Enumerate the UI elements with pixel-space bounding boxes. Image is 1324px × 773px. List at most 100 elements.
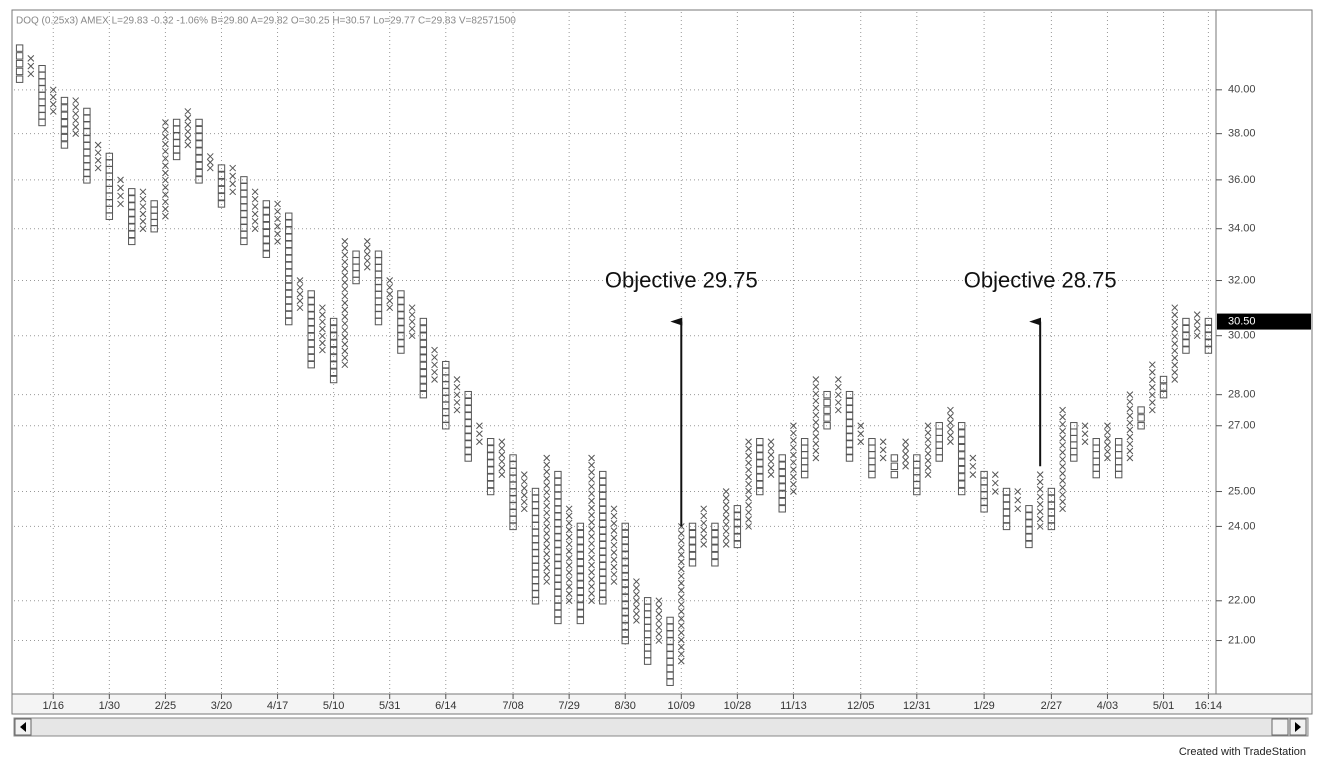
x-box xyxy=(319,318,326,326)
x-box xyxy=(408,318,416,326)
x-box xyxy=(476,438,483,446)
scroll-thumb[interactable] xyxy=(1271,718,1289,736)
x-box xyxy=(1104,454,1111,462)
x-tick-label: 7/29 xyxy=(558,700,579,712)
o-box xyxy=(307,332,315,341)
x-box xyxy=(565,554,573,562)
x-box xyxy=(341,258,349,266)
x-box xyxy=(790,473,797,481)
x-box xyxy=(543,523,551,531)
x-column xyxy=(1059,406,1066,513)
o-box xyxy=(419,317,428,326)
x-box xyxy=(341,251,349,259)
o-box xyxy=(823,390,831,399)
o-box xyxy=(666,616,674,625)
x-box xyxy=(947,406,954,414)
x-column xyxy=(812,376,820,462)
x-box xyxy=(700,526,708,534)
x-box xyxy=(543,509,551,517)
x-box xyxy=(341,327,349,334)
x-box xyxy=(588,526,595,533)
x-tick-label: 16:14 xyxy=(1195,700,1223,712)
scrollbar[interactable] xyxy=(13,717,1309,737)
x-box xyxy=(745,459,752,467)
x-box xyxy=(520,498,528,506)
o-box xyxy=(845,398,854,406)
o-box xyxy=(778,490,786,498)
o-box xyxy=(486,459,495,467)
o-box xyxy=(957,429,966,437)
x-box xyxy=(677,636,685,644)
o-box xyxy=(464,426,472,434)
x-box xyxy=(1148,406,1156,414)
o-column xyxy=(599,470,607,605)
o-box xyxy=(845,412,854,420)
o-box xyxy=(397,346,405,354)
x-box xyxy=(767,471,775,478)
x-box xyxy=(1081,422,1089,430)
o-box xyxy=(845,440,854,448)
x-column xyxy=(857,422,865,446)
x-box xyxy=(924,429,932,437)
o-box xyxy=(576,522,585,531)
o-box xyxy=(554,595,562,604)
o-box xyxy=(1159,390,1168,399)
x-box xyxy=(677,622,685,630)
x-box xyxy=(790,451,797,459)
x-box xyxy=(1059,456,1066,463)
o-box xyxy=(845,419,854,427)
x-box xyxy=(722,494,730,502)
x-box xyxy=(251,188,259,196)
x-column xyxy=(1126,391,1134,462)
o-box xyxy=(217,164,226,172)
o-box xyxy=(1002,487,1011,496)
o-column xyxy=(217,164,226,208)
x-column xyxy=(700,505,708,548)
x-column xyxy=(655,597,663,644)
o-box xyxy=(576,587,585,596)
o-box xyxy=(128,230,136,239)
o-box xyxy=(621,594,629,602)
o-column xyxy=(172,118,181,161)
x-box xyxy=(1171,368,1179,376)
o-box xyxy=(419,325,428,333)
x-box xyxy=(633,597,640,605)
o-box xyxy=(800,438,809,446)
x-box xyxy=(1036,478,1044,486)
x-box xyxy=(1148,376,1156,384)
x-box xyxy=(947,425,954,433)
o-box xyxy=(307,346,315,355)
o-box xyxy=(576,602,585,610)
x-box xyxy=(588,583,595,590)
o-box xyxy=(1204,332,1213,340)
o-column xyxy=(733,505,742,549)
x-column xyxy=(408,304,416,340)
x-box xyxy=(1126,412,1134,420)
x-box xyxy=(767,444,775,452)
o-column xyxy=(621,522,629,645)
x-box xyxy=(543,550,551,558)
x-column xyxy=(1014,488,1022,513)
x-box xyxy=(319,311,326,319)
o-box xyxy=(38,65,46,73)
o-box xyxy=(307,297,315,305)
x-box xyxy=(790,437,797,444)
o-box xyxy=(957,473,966,481)
x-box xyxy=(72,117,80,124)
x-box xyxy=(633,591,640,598)
o-box xyxy=(621,536,629,545)
o-box xyxy=(621,529,629,538)
x-box xyxy=(162,126,169,134)
x-box xyxy=(947,419,954,427)
x-column xyxy=(947,406,954,446)
o-box xyxy=(868,438,876,446)
o-box xyxy=(576,551,585,560)
o-box xyxy=(285,282,293,291)
x-box xyxy=(790,458,797,466)
x-column xyxy=(94,141,102,172)
x-box xyxy=(947,432,954,439)
x-box xyxy=(924,422,932,430)
o-box xyxy=(307,353,315,362)
x-box xyxy=(565,526,573,534)
x-box xyxy=(453,383,461,391)
